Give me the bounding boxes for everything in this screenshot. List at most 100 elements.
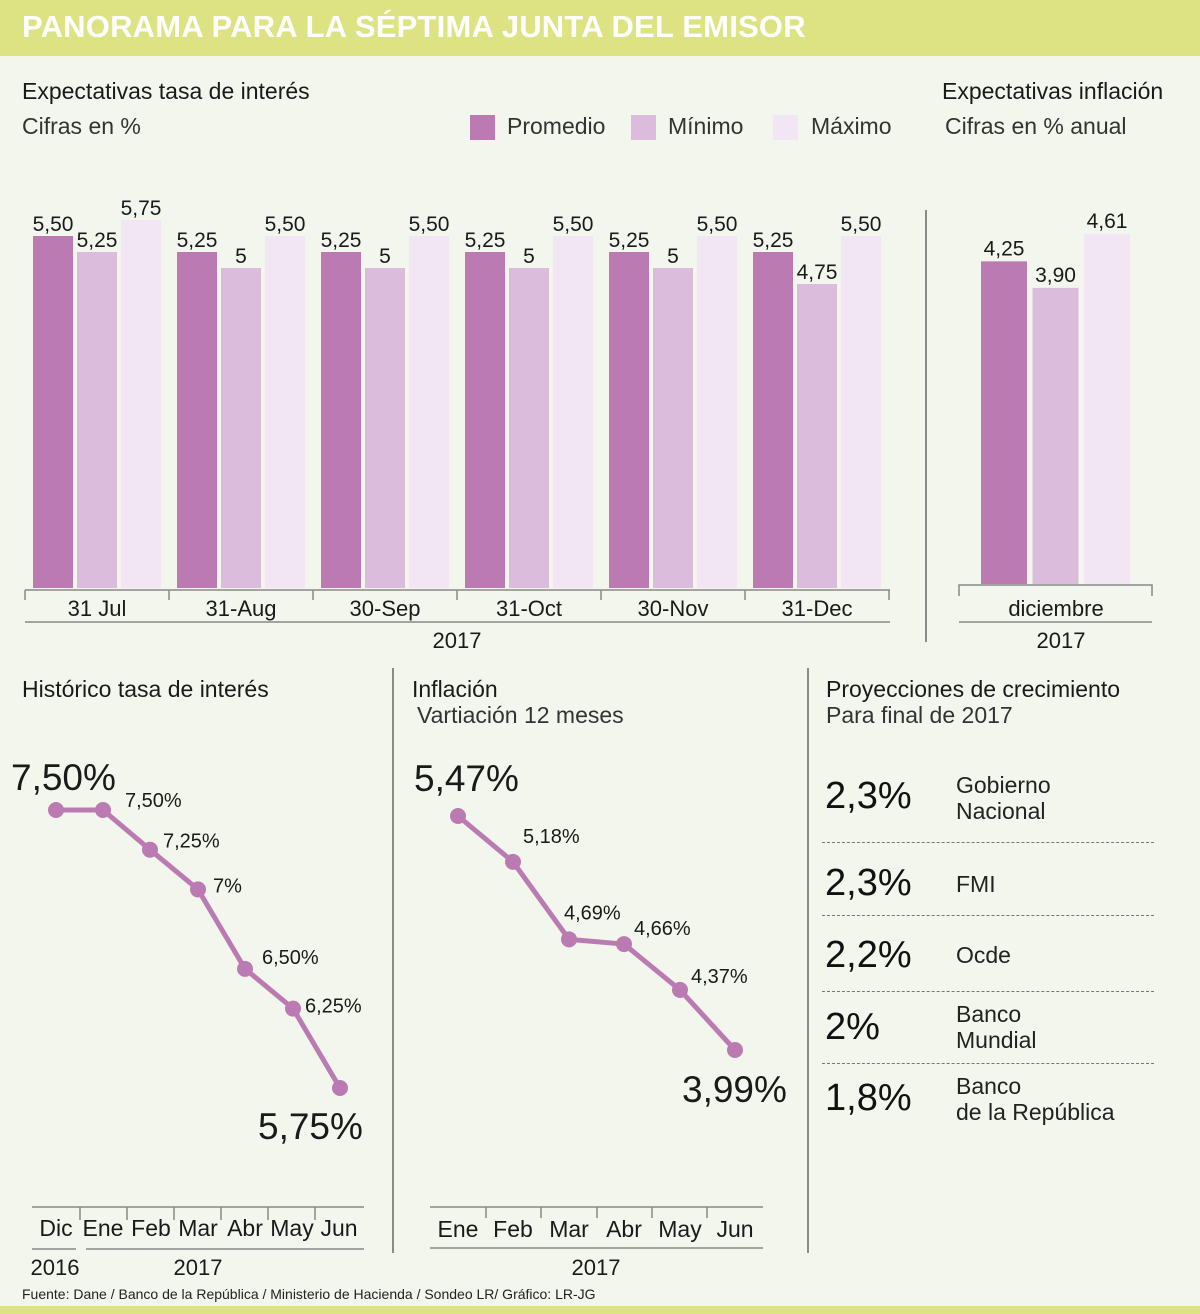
x-tick-label: 31-Aug	[206, 596, 277, 621]
x-tick-label: May	[270, 1215, 314, 1241]
bar-maximo	[553, 236, 593, 588]
projection-label-line1: Banco	[956, 1001, 1022, 1027]
data-label: 4,69%	[564, 902, 621, 924]
data-point	[190, 881, 206, 898]
legend-swatch-maximo	[773, 115, 798, 140]
legend-label-promedio: Promedio	[507, 113, 606, 139]
data-label: 7%	[213, 875, 242, 897]
data-label: 5,18%	[523, 826, 580, 848]
bar-value-label: 5,25	[77, 229, 118, 252]
projection-value: 2,2%	[825, 934, 912, 976]
bar-value-label: 5,25	[753, 229, 794, 252]
x-tick-label: Abr	[606, 1216, 642, 1242]
bar-value-label: 5,25	[321, 229, 362, 252]
year-label: 2017	[433, 628, 482, 653]
bar-minimo	[365, 268, 405, 588]
data-label-highlight: 5,75%	[258, 1106, 363, 1147]
x-tick-label: 30-Nov	[638, 596, 709, 621]
divider-bottom-left	[392, 668, 394, 1253]
projection-label: Banco Mundial	[956, 1001, 1037, 1053]
year-label: 2017	[1037, 628, 1086, 653]
bar-value-label: 5,50	[697, 213, 738, 236]
x-tick-label: Mar	[549, 1216, 589, 1242]
data-label-highlight: 5,47%	[414, 758, 519, 799]
x-tick-label: Ene	[83, 1215, 124, 1241]
inflation-expectations-chart: 4,25 3,90 4,61 diciembre 2017	[958, 210, 1153, 653]
x-tick-label: Feb	[493, 1216, 533, 1242]
projection-label-line2: de la República	[956, 1099, 1115, 1125]
projection-label-line1: Gobierno	[956, 772, 1051, 798]
projection-label-line1: Banco	[956, 1073, 1022, 1099]
projection-value: 2,3%	[825, 775, 912, 817]
data-point	[505, 853, 521, 870]
bar-value-label: 4,25	[984, 237, 1025, 260]
projection-label: Gobierno Nacional	[956, 772, 1051, 824]
bar-value-label: 5,50	[33, 213, 74, 236]
x-axis-bracket	[958, 584, 1153, 596]
legend-label-minimo: Mínimo	[668, 113, 744, 139]
x-tick-label: Jun	[320, 1215, 357, 1241]
year-label: 2016	[31, 1255, 80, 1280]
data-point	[237, 960, 253, 977]
dashed-divider	[822, 915, 1154, 916]
x-tick-label: 30-Sep	[350, 596, 421, 621]
x-tick-label: Mar	[178, 1215, 218, 1241]
data-point	[285, 1000, 301, 1017]
bar-value-label: 5	[379, 245, 391, 268]
data-label-highlight: 7,50%	[11, 757, 116, 798]
bar-maximo	[265, 236, 305, 588]
bar-value-label: 5,50	[553, 213, 594, 236]
bar-value-label: 3,90	[1035, 264, 1076, 287]
bar-promedio	[177, 252, 217, 588]
x-tick-label: May	[658, 1216, 702, 1242]
bar-promedio	[609, 252, 649, 588]
x-tick-label: Feb	[131, 1215, 171, 1241]
x-tick-label: Abr	[227, 1215, 263, 1241]
footer-bar	[0, 1306, 1200, 1314]
data-label: 4,37%	[691, 966, 748, 988]
data-label: 7,50%	[125, 790, 182, 812]
x-tick-label: Jun	[716, 1216, 753, 1242]
projections-title: Proyecciones de crecimiento	[826, 676, 1121, 702]
data-point	[616, 936, 632, 953]
year-label: 2017	[572, 1255, 621, 1280]
data-point	[672, 981, 688, 998]
legend-swatch-minimo	[631, 115, 656, 140]
interest-history-title: Histórico tasa de interés	[22, 676, 269, 702]
page-title: PANORAMA PARA LA SÉPTIMA JUNTA DEL EMISO…	[22, 9, 806, 44]
inflation-expectations-title: Expectativas inflación	[942, 78, 1164, 104]
data-label: 6,25%	[305, 996, 362, 1018]
bar-value-label: 4,75	[797, 261, 838, 284]
inflation-history-subtitle: Vartiación 12 meses	[417, 702, 624, 728]
projection-value: 1,8%	[825, 1077, 912, 1119]
bar-value-label: 5,25	[465, 229, 506, 252]
x-tick-label: 31 Jul	[68, 596, 127, 621]
projection-label: Banco de la República	[956, 1073, 1115, 1125]
bar-promedio	[981, 261, 1027, 584]
bar-maximo	[697, 236, 737, 588]
projection-label-line1: Ocde	[956, 942, 1011, 968]
dashed-divider	[822, 1063, 1154, 1064]
data-point	[450, 808, 466, 824]
x-tick-label: 31-Dec	[782, 596, 853, 621]
bar-maximo	[121, 220, 161, 588]
projection-label-line1: FMI	[956, 871, 996, 897]
header-banner: PANORAMA PARA LA SÉPTIMA JUNTA DEL EMISO…	[0, 0, 1200, 56]
bar-minimo	[797, 284, 837, 588]
x-tick-label: Dic	[39, 1215, 72, 1241]
dashed-divider	[822, 991, 1154, 992]
x-tick-label: Ene	[438, 1216, 479, 1242]
inflation-history-chart: 5,47% 5,18% 4,69% 4,66% 4,37% 3,99% Ene Feb Mar A…	[414, 758, 787, 1280]
inflation-history-title: Inflación	[412, 676, 498, 702]
x-tick-label: 31-Oct	[496, 596, 562, 621]
bar-promedio	[321, 252, 361, 588]
bar-promedio	[33, 236, 73, 588]
bar-value-label: 5,75	[121, 197, 162, 220]
bar-value-label: 5	[523, 245, 535, 268]
bar-maximo	[1084, 234, 1130, 584]
inflation-expectations-subtitle: Cifras en % anual	[945, 113, 1127, 139]
data-point	[48, 802, 64, 818]
bar-value-label: 5,25	[609, 229, 650, 252]
data-label-highlight: 3,99%	[682, 1069, 787, 1110]
